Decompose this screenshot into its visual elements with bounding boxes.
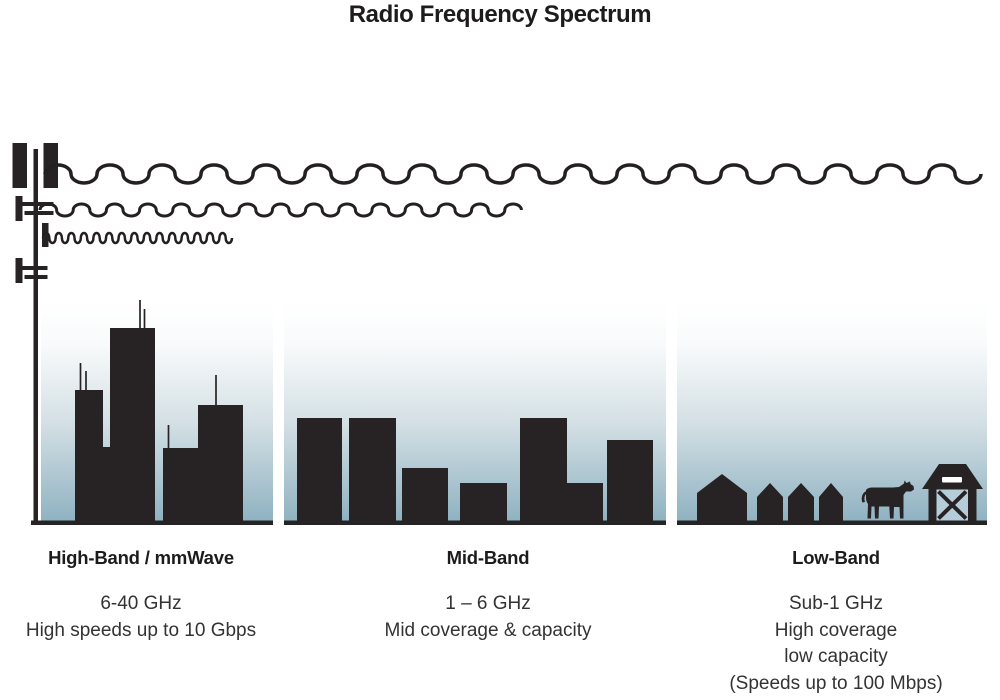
waves-group <box>38 163 983 245</box>
house-icon <box>788 483 814 521</box>
house-icon <box>697 474 747 521</box>
building <box>460 483 507 521</box>
page-title: Radio Frequency Spectrum <box>348 1 652 28</box>
high-band-label: High-Band / mmWave 6-40 GHz High speeds … <box>16 547 266 644</box>
skyscraper <box>110 328 155 521</box>
high-band-heading: High-Band / mmWave <box>48 547 234 568</box>
mid-band-label: Mid-Band 1 – 6 GHz Mid coverage & capaci… <box>360 547 616 644</box>
building <box>607 440 653 521</box>
high-band-frequency: 6-40 GHz <box>100 593 182 614</box>
low-band-ground-line <box>677 520 987 525</box>
low-band-speed-note: (Speeds up to 100 Mbps) <box>729 672 943 694</box>
low-band-frequency: Sub-1 GHz <box>789 593 883 614</box>
mid-band-heading: Mid-Band <box>446 547 530 568</box>
low-band-label: Low-Band Sub-1 GHz High coverage low cap… <box>704 547 968 697</box>
high-band-skyline <box>75 300 243 521</box>
building <box>520 418 567 521</box>
skyscraper <box>163 448 198 521</box>
spectrum-canvas <box>12 143 987 525</box>
skyscraper <box>198 405 243 521</box>
low-band-heading: Low-Band <box>792 547 880 568</box>
mid-band-description: Mid coverage & capacity <box>384 619 592 641</box>
low-band-long-wavelength-wave <box>43 163 983 185</box>
mid-band-frequency: 1 – 6 GHz <box>445 593 531 614</box>
building <box>567 483 603 521</box>
mid-band-skyline <box>297 418 653 521</box>
skyscraper <box>101 447 112 521</box>
barn-icon <box>922 464 983 521</box>
high-band-ground-line <box>31 520 273 525</box>
house-icon <box>819 483 843 521</box>
mid-band-medium-wavelength-wave <box>38 202 523 218</box>
low-band-description: low capacity <box>784 646 888 667</box>
house-icon <box>757 483 783 521</box>
cow-icon <box>861 480 914 519</box>
high-band-description: High speeds up to 10 Gbps <box>25 619 257 641</box>
skyscraper <box>75 390 103 521</box>
low-band-description: High coverage <box>774 619 898 641</box>
high-band-short-wavelength-wave <box>41 231 234 245</box>
building <box>297 418 342 521</box>
cell-tower-icon <box>12 143 58 521</box>
building <box>402 468 448 521</box>
building <box>349 418 396 521</box>
mid-band-ground-line <box>284 520 666 525</box>
low-band-rural-scene <box>697 464 983 521</box>
